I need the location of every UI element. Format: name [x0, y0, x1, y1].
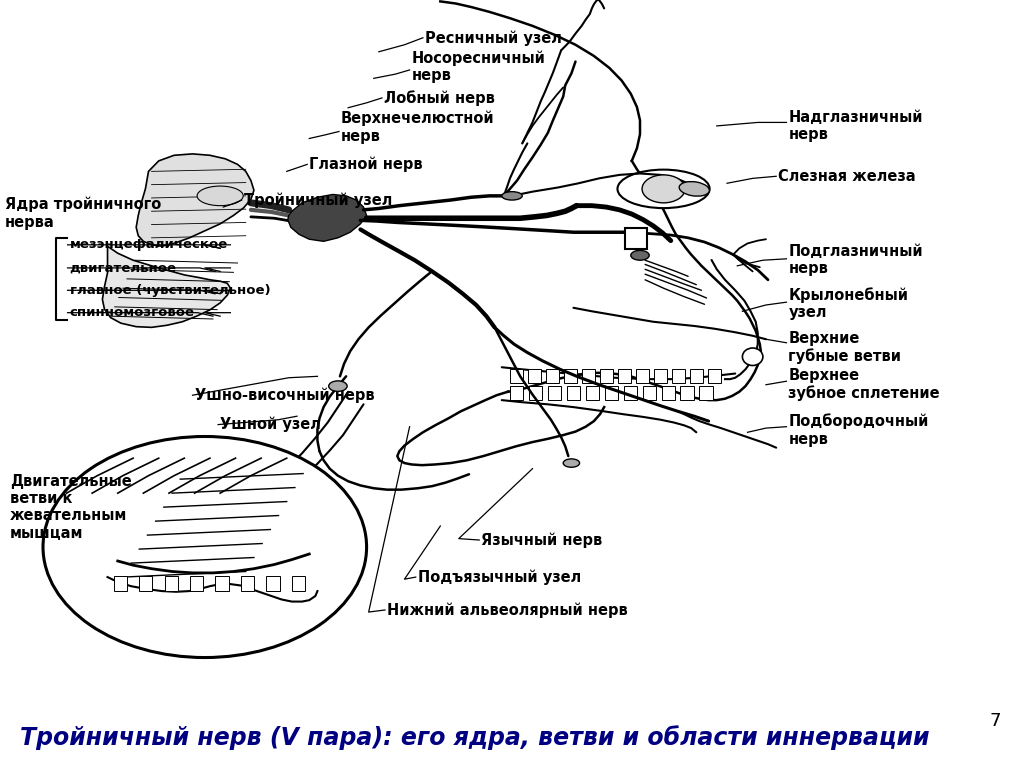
Bar — [708, 369, 721, 383]
Bar — [624, 386, 637, 400]
Ellipse shape — [563, 459, 580, 467]
Text: Ушно-височный нерв: Ушно-височный нерв — [195, 387, 374, 403]
Text: Ушной узел: Ушной узел — [220, 416, 322, 433]
Bar — [604, 386, 617, 400]
Text: Верхнечелюстной
нерв: Верхнечелюстной нерв — [341, 111, 495, 143]
Bar — [643, 386, 655, 400]
Text: Нижний альвеолярный нерв: Нижний альвеолярный нерв — [387, 602, 628, 617]
Text: Подъязычный узел: Подъязычный узел — [418, 569, 581, 585]
Bar — [215, 576, 228, 591]
Bar — [680, 386, 694, 400]
Bar — [546, 369, 559, 383]
Text: Носоресничный
нерв: Носоресничный нерв — [412, 50, 546, 83]
Circle shape — [43, 436, 367, 657]
Text: Тройничный нерв (V пара): его ядра, ветви и области иннервации: Тройничный нерв (V пара): его ядра, ветв… — [20, 725, 930, 749]
Bar — [653, 369, 667, 383]
Bar — [689, 369, 702, 383]
Text: Надглазничный
нерв: Надглазничный нерв — [788, 110, 923, 142]
Bar — [600, 369, 613, 383]
Bar — [567, 386, 580, 400]
Bar — [241, 576, 254, 591]
Text: спинномозговое: спинномозговое — [70, 306, 195, 319]
Text: Верхние
губные ветви: Верхние губные ветви — [788, 331, 901, 364]
Bar — [699, 386, 713, 400]
Text: двигательное: двигательное — [70, 262, 176, 275]
Bar — [528, 369, 542, 383]
Ellipse shape — [679, 182, 710, 196]
Bar — [292, 576, 305, 591]
Text: Верхнее
зубное сплетение: Верхнее зубное сплетение — [788, 368, 940, 401]
Text: главное (чувствительное): главное (чувствительное) — [70, 284, 270, 297]
Text: Подбородочный
нерв: Подбородочный нерв — [788, 413, 929, 446]
Bar — [586, 386, 599, 400]
Text: Лобный нерв: Лобный нерв — [384, 90, 495, 106]
Text: Язычный нерв: Язычный нерв — [481, 532, 602, 548]
Text: Ресничный узел: Ресничный узел — [425, 30, 562, 45]
Bar — [114, 576, 127, 591]
Bar — [139, 576, 153, 591]
Bar — [510, 386, 523, 400]
Text: Двигательные
ветви к
жевательным
мышцам: Двигательные ветви к жевательным мышцам — [10, 473, 132, 541]
Text: Слезная железа: Слезная железа — [778, 169, 915, 184]
Bar — [564, 369, 578, 383]
Bar — [625, 228, 647, 249]
Text: Глазной нерв: Глазной нерв — [309, 156, 423, 172]
Ellipse shape — [329, 381, 347, 391]
Text: Ядра тройничного
нерва: Ядра тройничного нерва — [5, 197, 162, 230]
Text: Крылонебный
узел: Крылонебный узел — [788, 287, 908, 320]
Bar — [528, 386, 543, 400]
Text: Тройничный узел: Тройничный узел — [244, 193, 392, 208]
Bar — [672, 369, 685, 383]
Polygon shape — [102, 246, 230, 328]
Text: Подглазничный
нерв: Подглазничный нерв — [788, 244, 923, 276]
Ellipse shape — [502, 192, 522, 200]
Polygon shape — [136, 154, 254, 246]
Bar — [510, 369, 523, 383]
Polygon shape — [288, 195, 367, 242]
Text: мезэнцефалическое: мезэнцефалическое — [70, 239, 228, 252]
Bar — [190, 576, 204, 591]
Bar — [548, 386, 561, 400]
Bar — [617, 369, 631, 383]
Bar — [636, 369, 649, 383]
Text: 7: 7 — [990, 712, 1001, 729]
Bar — [266, 576, 280, 591]
Bar — [165, 576, 178, 591]
Ellipse shape — [617, 170, 710, 208]
Bar — [582, 369, 595, 383]
Ellipse shape — [642, 175, 685, 202]
Bar — [662, 386, 675, 400]
Ellipse shape — [197, 186, 244, 206]
Ellipse shape — [742, 348, 763, 366]
Ellipse shape — [631, 250, 649, 260]
